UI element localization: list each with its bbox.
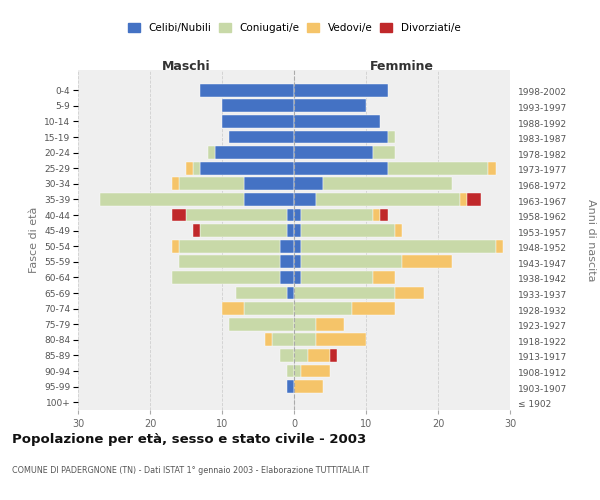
- Bar: [330, 349, 337, 362]
- Bar: [294, 334, 316, 346]
- Bar: [193, 162, 200, 174]
- Text: COMUNE DI PADERGNONE (TN) - Dati ISTAT 1° gennaio 2003 - Elaborazione TUTTITALIA: COMUNE DI PADERGNONE (TN) - Dati ISTAT 1…: [12, 466, 369, 475]
- Bar: [294, 380, 323, 393]
- Bar: [287, 286, 294, 300]
- Bar: [179, 256, 280, 268]
- Bar: [301, 240, 496, 252]
- Bar: [294, 271, 301, 284]
- Bar: [395, 224, 402, 237]
- Bar: [373, 146, 395, 159]
- Bar: [301, 208, 373, 222]
- Bar: [488, 162, 496, 174]
- Bar: [496, 240, 503, 252]
- Bar: [294, 162, 388, 174]
- Bar: [172, 178, 179, 190]
- Bar: [287, 208, 294, 222]
- Bar: [294, 100, 366, 112]
- Bar: [287, 224, 294, 237]
- Bar: [193, 224, 200, 237]
- Bar: [172, 240, 179, 252]
- Bar: [100, 193, 244, 206]
- Bar: [301, 224, 395, 237]
- Bar: [395, 286, 424, 300]
- Legend: Celibi/Nubili, Coniugati/e, Vedovi/e, Divorziati/e: Celibi/Nubili, Coniugati/e, Vedovi/e, Di…: [128, 22, 460, 32]
- Bar: [236, 286, 287, 300]
- Bar: [200, 162, 294, 174]
- Bar: [301, 364, 330, 378]
- Bar: [229, 130, 294, 143]
- Bar: [222, 302, 244, 315]
- Bar: [280, 256, 294, 268]
- Bar: [294, 318, 316, 330]
- Bar: [200, 224, 287, 237]
- Bar: [215, 146, 294, 159]
- Bar: [294, 115, 380, 128]
- Bar: [244, 302, 294, 315]
- Bar: [316, 318, 344, 330]
- Bar: [301, 256, 402, 268]
- Text: Maschi: Maschi: [161, 60, 211, 73]
- Bar: [323, 178, 452, 190]
- Bar: [287, 380, 294, 393]
- Bar: [179, 240, 280, 252]
- Bar: [294, 349, 308, 362]
- Bar: [308, 349, 330, 362]
- Bar: [272, 334, 294, 346]
- Bar: [316, 334, 366, 346]
- Bar: [294, 208, 301, 222]
- Bar: [294, 240, 301, 252]
- Bar: [294, 256, 301, 268]
- Bar: [222, 100, 294, 112]
- Bar: [287, 364, 294, 378]
- Bar: [172, 208, 186, 222]
- Bar: [294, 286, 395, 300]
- Bar: [186, 208, 287, 222]
- Bar: [294, 364, 301, 378]
- Bar: [373, 208, 380, 222]
- Bar: [373, 271, 395, 284]
- Bar: [294, 84, 388, 96]
- Bar: [402, 256, 452, 268]
- Bar: [265, 334, 272, 346]
- Bar: [294, 302, 352, 315]
- Text: Popolazione per età, sesso e stato civile - 2003: Popolazione per età, sesso e stato civil…: [12, 432, 366, 446]
- Bar: [301, 271, 373, 284]
- Bar: [244, 193, 294, 206]
- Bar: [179, 178, 244, 190]
- Bar: [467, 193, 481, 206]
- Y-axis label: Fasce di età: Fasce di età: [29, 207, 38, 273]
- Bar: [280, 271, 294, 284]
- Bar: [294, 178, 323, 190]
- Bar: [280, 349, 294, 362]
- Bar: [294, 130, 388, 143]
- Y-axis label: Anni di nascita: Anni di nascita: [586, 198, 596, 281]
- Bar: [388, 130, 395, 143]
- Bar: [186, 162, 193, 174]
- Bar: [172, 271, 280, 284]
- Bar: [244, 178, 294, 190]
- Text: Femmine: Femmine: [370, 60, 434, 73]
- Bar: [352, 302, 395, 315]
- Bar: [229, 318, 294, 330]
- Bar: [316, 193, 460, 206]
- Bar: [388, 162, 488, 174]
- Bar: [380, 208, 388, 222]
- Bar: [294, 224, 301, 237]
- Bar: [200, 84, 294, 96]
- Bar: [460, 193, 467, 206]
- Bar: [294, 146, 373, 159]
- Bar: [208, 146, 215, 159]
- Bar: [294, 193, 316, 206]
- Bar: [222, 115, 294, 128]
- Bar: [280, 240, 294, 252]
